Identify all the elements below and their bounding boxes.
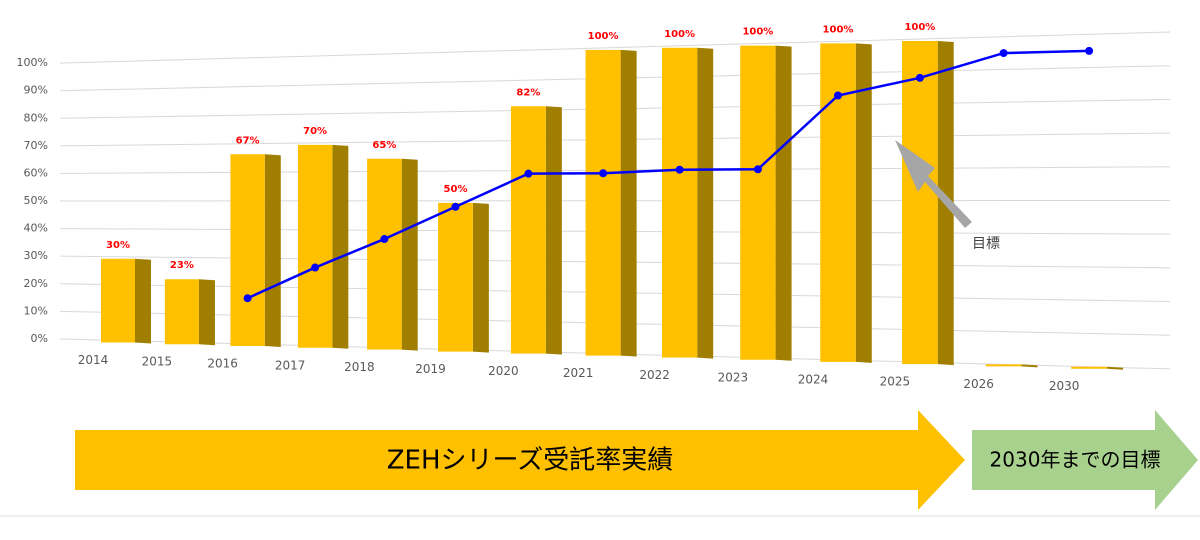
bar-face <box>367 158 402 350</box>
line-point <box>380 235 389 244</box>
target-arrow <box>972 410 1198 510</box>
y-tick-label: 20% <box>24 277 48 290</box>
value-label: 65% <box>372 140 396 151</box>
bar-face <box>401 158 418 351</box>
bar-face <box>101 258 135 343</box>
bar-face <box>297 144 333 348</box>
bar-face <box>264 154 281 347</box>
y-tick-label: 100% <box>17 56 48 69</box>
bar <box>230 154 281 347</box>
line-point <box>753 165 762 174</box>
bar <box>585 49 637 357</box>
y-tick-label: 80% <box>24 111 48 124</box>
bar-face <box>332 144 349 349</box>
value-label: 100% <box>588 31 619 42</box>
y-tick-label: 40% <box>24 222 48 235</box>
bar-face <box>438 202 473 352</box>
line-point <box>243 294 252 303</box>
bar <box>164 279 215 346</box>
y-tick-label: 0% <box>31 332 48 345</box>
bar-face <box>472 202 489 353</box>
grid-line <box>59 31 1171 64</box>
line-point <box>915 73 924 82</box>
x-tick-label: 2026 <box>963 377 994 391</box>
bar <box>985 364 1038 368</box>
bar-face <box>1021 364 1038 368</box>
bar <box>740 45 792 361</box>
x-tick-label: 2017 <box>275 358 306 372</box>
target-banner: 2030年までの目標 <box>990 448 1161 472</box>
bar-face <box>164 279 199 345</box>
annotation-arrow <box>895 140 972 228</box>
bar-face <box>697 47 714 359</box>
value-label: 50% <box>444 184 468 195</box>
line-point <box>311 263 320 272</box>
y-tick-label: 60% <box>24 166 48 179</box>
x-tick-label: 2024 <box>798 372 829 386</box>
x-tick-label: 2020 <box>488 364 519 378</box>
y-tick-label: 50% <box>24 194 48 207</box>
value-label: 100% <box>904 22 935 33</box>
bar <box>662 47 714 359</box>
line <box>247 49 1090 300</box>
results-arrow <box>75 410 965 510</box>
x-tick-label: 2025 <box>880 375 911 389</box>
x-tick-label: 2015 <box>142 355 173 369</box>
x-tick-label: 2018 <box>344 360 375 374</box>
results-banner: ZEHシリーズ受託率実績 <box>387 446 674 476</box>
bar <box>101 258 151 344</box>
value-label: 100% <box>742 27 773 38</box>
bar <box>297 144 349 349</box>
value-label: 70% <box>303 126 327 137</box>
bar-face <box>135 258 151 344</box>
annotation: 目標 <box>972 236 1000 252</box>
x-tick-label: 2016 <box>207 356 238 370</box>
y-tick-label: 70% <box>24 139 48 152</box>
value-label: 100% <box>823 24 854 35</box>
bar-face <box>740 45 776 360</box>
bar-face <box>902 41 938 365</box>
line-point <box>1085 46 1094 55</box>
line-point <box>999 49 1008 58</box>
bar <box>510 106 562 355</box>
bar <box>438 202 489 353</box>
bar-face <box>545 106 562 355</box>
bar-face <box>1071 366 1108 369</box>
bar-face <box>585 49 621 356</box>
line-point <box>599 169 608 178</box>
value-label: 30% <box>106 240 130 251</box>
bar <box>367 158 418 351</box>
x-tick-label: 2019 <box>415 362 446 376</box>
bar-face <box>1107 366 1124 370</box>
line-point <box>675 165 684 174</box>
bar-face <box>820 43 856 362</box>
x-tick-label: 2030 <box>1049 379 1080 393</box>
bar <box>902 41 954 366</box>
y-tick-label: 10% <box>24 304 48 317</box>
bar-face <box>985 364 1022 367</box>
value-label: 100% <box>664 29 695 40</box>
value-label: 23% <box>170 260 194 271</box>
bar-face <box>662 47 698 358</box>
x-tick-label: 2021 <box>563 366 594 380</box>
bar-face <box>855 43 872 363</box>
x-tick-label: 2022 <box>639 368 670 382</box>
bar <box>1071 366 1124 370</box>
bar-face <box>620 49 637 357</box>
bar-face <box>198 279 215 346</box>
line-point <box>834 91 842 100</box>
y-tick-label: 30% <box>24 249 48 262</box>
bar <box>820 43 872 363</box>
value-label: 67% <box>236 135 260 146</box>
line-point <box>524 169 533 178</box>
bar-face <box>510 106 546 354</box>
bar-face <box>775 45 792 361</box>
bar-face <box>230 154 265 346</box>
x-tick-label: 2014 <box>78 353 109 367</box>
y-tick-label: 90% <box>24 84 48 97</box>
x-tick-label: 2023 <box>718 370 749 384</box>
line-point <box>451 202 460 211</box>
value-label: 82% <box>516 87 540 98</box>
